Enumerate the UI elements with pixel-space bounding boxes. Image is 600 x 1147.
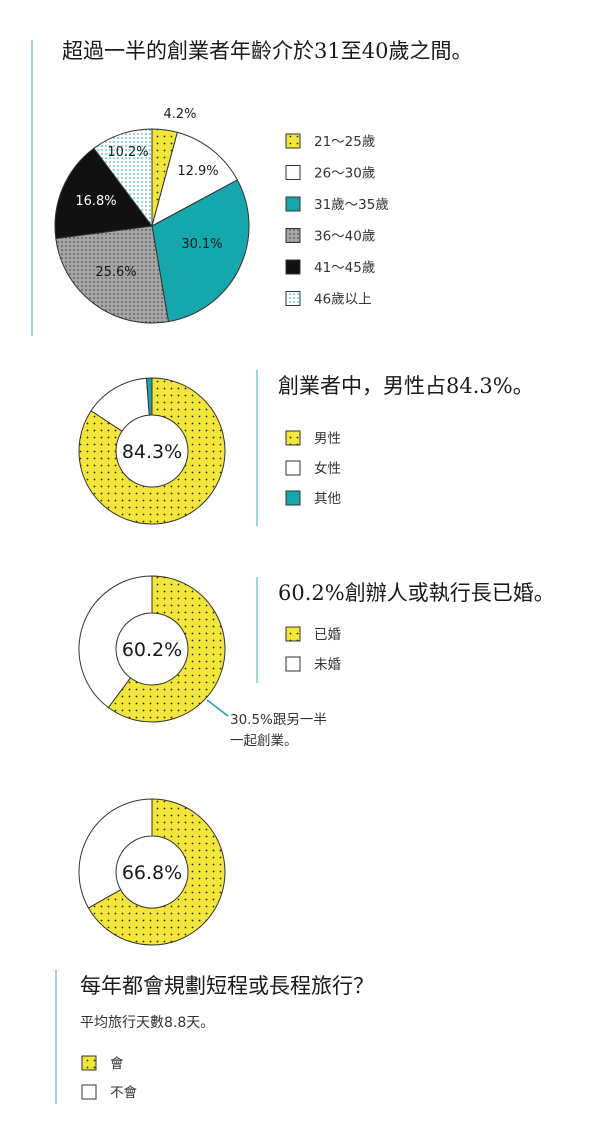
legend-label: 21～25歲 <box>314 134 375 150</box>
legend-swatch <box>285 196 301 212</box>
legend-swatch <box>285 490 301 506</box>
legend-travel: 會不會 <box>81 1055 137 1101</box>
legend-label: 女性 <box>314 460 341 477</box>
slice-label-6: 10.2% <box>107 145 148 160</box>
donut-chart-gender: 84.3% <box>78 377 226 525</box>
slice-2 <box>151 131 239 227</box>
legend-swatch <box>285 626 301 642</box>
slice-3 <box>151 179 250 323</box>
legend-swatch <box>285 430 301 446</box>
chart-title-gender: 創業者中，男性占84.3%。 <box>278 374 534 398</box>
slice-label-2: 12.9% <box>177 164 218 179</box>
chart-title-age: 超過一半的創業者年齡介於31至40歲之間。 <box>62 39 472 63</box>
annotation-line-2: 一起創業。 <box>230 733 298 749</box>
legend-label: 其他 <box>314 491 341 507</box>
slice-4 <box>55 225 169 324</box>
center-percent-label: 84.3% <box>122 441 182 463</box>
legend-swatch <box>285 259 301 275</box>
donut-chart-married: 60.2% <box>78 575 226 723</box>
chart-title-travel: 每年都會規劃短程或長程旅行？ <box>80 974 374 998</box>
legend-swatch <box>81 1084 97 1100</box>
legend-swatch <box>81 1055 97 1071</box>
legend-label: 26～30歲 <box>314 166 375 182</box>
slice-1 <box>87 798 226 946</box>
slice-label-5: 16.8% <box>75 194 116 209</box>
slice-label-4: 25.6% <box>95 265 136 280</box>
center-percent-label: 66.8% <box>122 862 182 884</box>
section-travel: 66.8% 每年都會規劃短程或長程旅行？ 平均旅行天數8.8天。 會不會 <box>55 798 374 1104</box>
legend-swatch <box>285 133 301 149</box>
legend-label: 36～40歲 <box>314 229 375 245</box>
legend-swatch <box>285 656 301 672</box>
chart-title-married: 60.2%創辦人或執行長已婚。 <box>278 581 555 605</box>
legend-label: 31歲～35歲 <box>314 197 389 213</box>
slice-2 <box>78 798 153 909</box>
slice-label-1: 4.2% <box>163 107 196 122</box>
slice-label-3: 30.1% <box>181 237 222 252</box>
legend-swatch <box>285 228 301 243</box>
slice-3 <box>145 377 153 416</box>
annotation-leader-line <box>206 699 229 717</box>
legend-age: 21～25歲 26～30歲 31歲～35歲 36～40歲 41～45歲 46歲以上 <box>285 133 389 308</box>
legend-swatch <box>285 291 301 306</box>
annotation-line-1: 30.5%跟另一半 <box>230 712 327 728</box>
legend-label: 不會 <box>110 1085 137 1101</box>
legend-label: 男性 <box>314 431 341 447</box>
section-age: 超過一半的創業者年齡介於31至40歲之間。 4.2% 12.9% 30.1% 25.6… <box>31 39 472 336</box>
pie-chart-age: 4.2% 12.9% 30.1% 25.6% 16.8% 10.2% <box>54 107 250 324</box>
donut-chart-travel: 66.8% <box>78 798 226 946</box>
slice-1 <box>78 377 226 525</box>
legend-label: 41～45歲 <box>314 260 375 276</box>
legend-swatch <box>285 165 301 180</box>
center-percent-label: 60.2% <box>122 639 182 661</box>
chart-subtitle-travel: 平均旅行天數8.8天。 <box>80 1015 214 1031</box>
legend-label: 46歲以上 <box>314 292 372 308</box>
legend-label: 已婚 <box>314 627 341 643</box>
slice-6 <box>93 128 153 228</box>
legend-swatch <box>285 460 301 476</box>
legend-label: 會 <box>110 1056 124 1072</box>
slice-5 <box>54 147 153 240</box>
slice-1 <box>107 575 226 723</box>
legend-label: 未婚 <box>314 657 341 673</box>
slice-2 <box>78 575 153 709</box>
